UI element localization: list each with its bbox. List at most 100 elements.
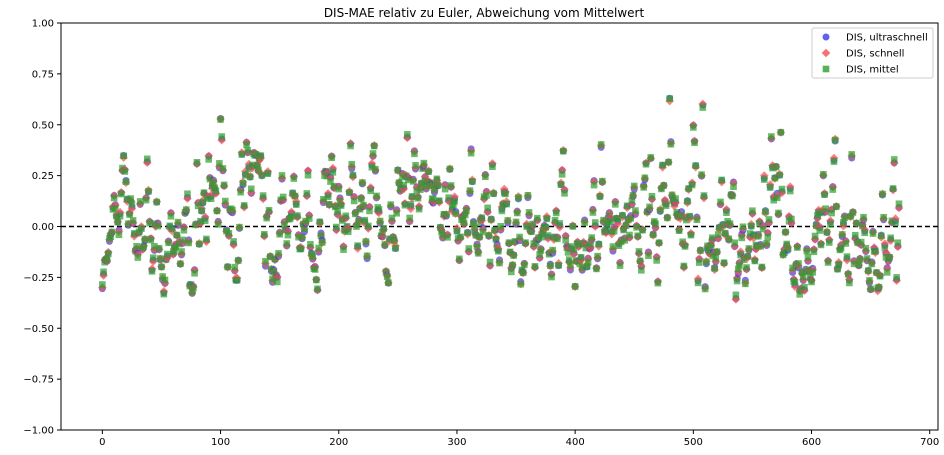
point-mittel [862, 244, 870, 252]
point-mittel [817, 241, 825, 249]
point-mittel [368, 163, 376, 171]
point-mittel [498, 207, 506, 215]
point-mittel [435, 197, 443, 204]
point-mittel [331, 203, 339, 211]
y-tick-label: 0.00 [32, 222, 54, 233]
point-mittel [599, 177, 606, 185]
point-mittel [772, 163, 780, 171]
point-mittel [854, 239, 861, 246]
point-mittel [600, 216, 607, 224]
point-mittel [270, 268, 278, 275]
point-mittel [496, 259, 503, 267]
point-mittel [759, 225, 767, 233]
point-mittel [495, 247, 502, 255]
point-mittel [692, 162, 700, 169]
point-mittel [789, 264, 796, 272]
x-tick-label: 500 [684, 437, 703, 448]
point-mittel [320, 195, 327, 203]
point-mittel [239, 179, 247, 187]
point-mittel [711, 265, 718, 272]
point-mittel [326, 201, 333, 208]
point-mittel [525, 209, 533, 216]
point-mittel [116, 212, 124, 220]
point-mittel [491, 226, 499, 234]
point-mittel [444, 234, 451, 241]
point-mittel [667, 140, 675, 148]
point-mittel [587, 240, 594, 248]
y-tick-label: 0.25 [32, 171, 54, 182]
point-mittel [341, 227, 348, 234]
point-mittel [291, 192, 299, 200]
point-mittel [638, 267, 645, 274]
point-schnell [488, 159, 497, 168]
point-schnell [652, 252, 661, 262]
point-mittel [503, 200, 510, 208]
point-mittel [474, 250, 482, 257]
point-mittel [229, 206, 236, 214]
point-mittel [513, 209, 521, 217]
point-mittel [684, 198, 691, 205]
point-mittel [405, 176, 412, 184]
point-mittel [238, 151, 246, 158]
point-mittel [129, 217, 137, 224]
point-mittel [802, 268, 809, 276]
point-mittel [459, 216, 467, 223]
point-mittel [694, 279, 702, 287]
point-mittel [104, 250, 112, 258]
point-schnell [99, 271, 108, 280]
point-mittel [799, 273, 807, 281]
point-mittel [691, 139, 698, 147]
point-mittel [708, 234, 716, 242]
point-mittel [242, 171, 249, 179]
point-schnell [482, 187, 491, 197]
point-mittel [205, 156, 213, 163]
point-mittel [347, 142, 354, 150]
point-mittel [191, 269, 198, 277]
point-mittel [720, 259, 728, 267]
point-mittel [636, 257, 644, 265]
point-mittel [489, 163, 496, 171]
point-mittel [697, 247, 704, 254]
point-mittel [194, 202, 202, 210]
point-mittel [628, 197, 636, 204]
point-mittel [125, 220, 132, 227]
point-mittel [875, 283, 883, 291]
point-mittel [771, 174, 779, 182]
point-schnell [399, 184, 409, 194]
point-mittel [165, 239, 172, 247]
point-mittel [822, 205, 830, 212]
point-mittel [707, 241, 715, 249]
point-mittel [595, 240, 603, 248]
point-mittel [387, 201, 395, 208]
point-mittel [182, 206, 190, 213]
point-mittel [467, 149, 475, 157]
point-mittel [486, 258, 494, 266]
point-mittel [869, 230, 877, 237]
point-mittel [217, 116, 224, 123]
point-mittel [713, 248, 721, 255]
point-mittel [861, 229, 869, 237]
point-mittel [627, 215, 634, 222]
point-mittel [502, 190, 509, 198]
point-mittel [594, 252, 601, 260]
point-mittel [773, 194, 781, 202]
point-mittel [658, 185, 665, 193]
point-mittel [821, 191, 828, 198]
point-mittel [324, 193, 332, 201]
point-mittel [775, 209, 782, 217]
point-mittel [766, 184, 774, 191]
point-mittel [575, 241, 582, 248]
point-mittel [415, 205, 423, 213]
point-mittel [188, 288, 196, 296]
point-mittel [531, 263, 539, 270]
point-mittel [765, 216, 773, 223]
point-mittel [373, 192, 380, 200]
point-mittel [803, 247, 811, 255]
x-tick-label: 600 [802, 437, 821, 448]
y-tick-label: −0.75 [23, 375, 54, 386]
point-mittel [487, 216, 495, 223]
point-mittel [218, 133, 226, 140]
point-mittel [519, 269, 527, 277]
point-mittel [564, 249, 572, 256]
point-mittel [698, 171, 705, 178]
